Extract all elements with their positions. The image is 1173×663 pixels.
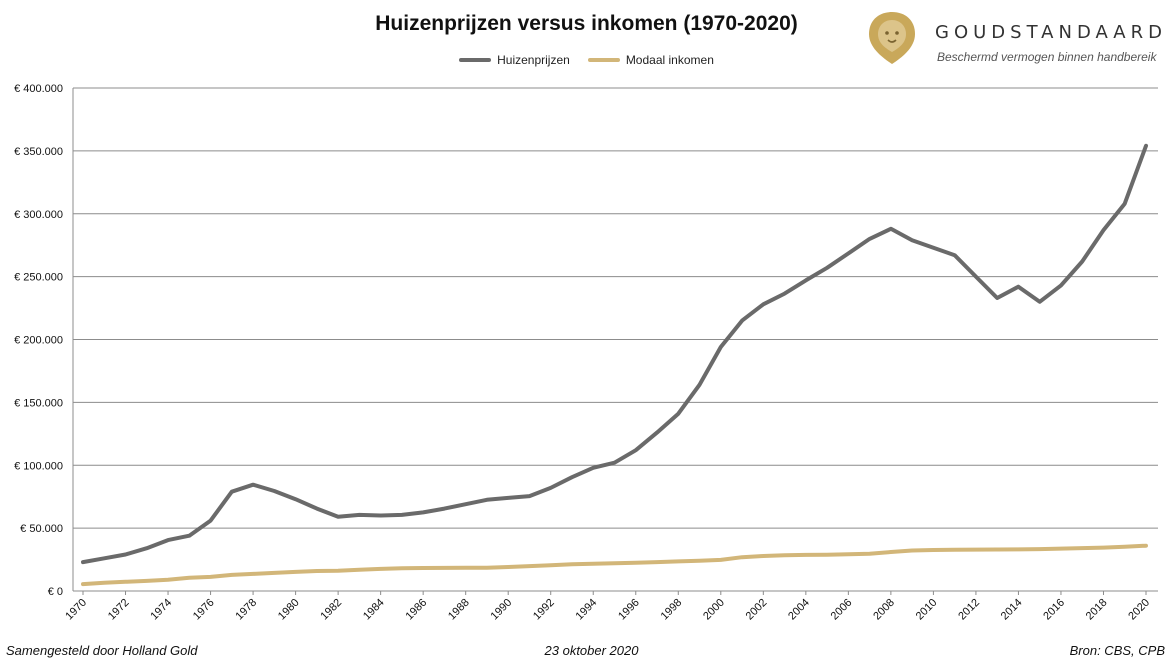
y-tick-label: € 300.000 <box>14 209 63 221</box>
footer-credit: Samengesteld door Holland Gold <box>6 643 198 658</box>
y-tick-label: € 250.000 <box>14 272 63 284</box>
x-tick-label: 2018 <box>1084 597 1110 623</box>
brand-tagline: Beschermd vermogen binnen handbereik <box>937 50 1157 64</box>
series-line-huizenprijzen <box>81 143 1148 565</box>
y-tick-label: € 100.000 <box>14 460 63 472</box>
x-tick-label: 1988 <box>446 597 472 623</box>
y-tick-label: € 0 <box>48 586 63 598</box>
legend-label-modaal-inkomen: Modaal inkomen <box>625 53 714 67</box>
y-tick-label: € 200.000 <box>14 335 63 347</box>
legend-item-modaal-inkomen: Modaal inkomen <box>587 53 714 67</box>
x-tick-label: 2000 <box>701 597 727 623</box>
x-tick-label: 1994 <box>574 597 600 623</box>
x-tick-label: 1990 <box>489 597 515 623</box>
footer-date: 23 oktober 2020 <box>544 643 639 658</box>
x-tick-label: 2002 <box>744 597 770 623</box>
legend-swatch-huizenprijzen <box>459 58 492 62</box>
x-tick-label: 1970 <box>63 597 89 623</box>
chart-title: Huizenprijzen versus inkomen (1970-2020) <box>375 12 798 35</box>
x-tick-label: 2006 <box>829 597 855 623</box>
x-tick-label: 1986 <box>403 597 429 623</box>
y-tick-label: € 150.000 <box>14 397 63 409</box>
x-tick-label: 2008 <box>871 597 897 623</box>
brand-name: GOUDSTANDAARD <box>935 22 1167 43</box>
x-tick-label: 1984 <box>361 597 387 623</box>
x-tick-label: 2016 <box>1041 597 1067 623</box>
y-tick-label: € 50.000 <box>20 523 63 535</box>
x-tick-label: 1978 <box>233 597 259 623</box>
series-line-modaal-inkomen <box>81 543 1148 587</box>
chart-legend: Huizenprijzen Modaal inkomen <box>0 53 1173 67</box>
legend-swatch-modaal-inkomen <box>587 58 620 62</box>
x-tick-label: 2012 <box>956 597 982 623</box>
x-tick-label: 2014 <box>999 597 1025 623</box>
x-tick-label: 1982 <box>318 597 344 623</box>
x-tick-label: 1996 <box>616 597 642 623</box>
y-tick-label: € 400.000 <box>14 83 63 95</box>
x-tick-label: 1972 <box>106 597 132 623</box>
x-tick-label: 2010 <box>914 597 940 623</box>
legend-item-huizenprijzen: Huizenprijzen <box>459 53 570 67</box>
x-tick-label: 2004 <box>786 597 812 623</box>
y-tick-label: € 350.000 <box>14 146 63 158</box>
legend-label-huizenprijzen: Huizenprijzen <box>497 53 570 67</box>
x-tick-label: 1974 <box>148 597 174 623</box>
footer-source: Bron: CBS, CPB <box>1069 643 1165 658</box>
brand-block: GOUDSTANDAARD Beschermd vermogen binnen … <box>859 12 1162 82</box>
x-tick-label: 1992 <box>531 597 557 623</box>
x-tick-label: 2020 <box>1126 597 1152 623</box>
x-tick-label: 1980 <box>276 597 302 623</box>
x-tick-label: 1976 <box>191 597 217 623</box>
lion-shield-icon <box>869 12 915 64</box>
x-tick-label: 1998 <box>659 597 685 623</box>
